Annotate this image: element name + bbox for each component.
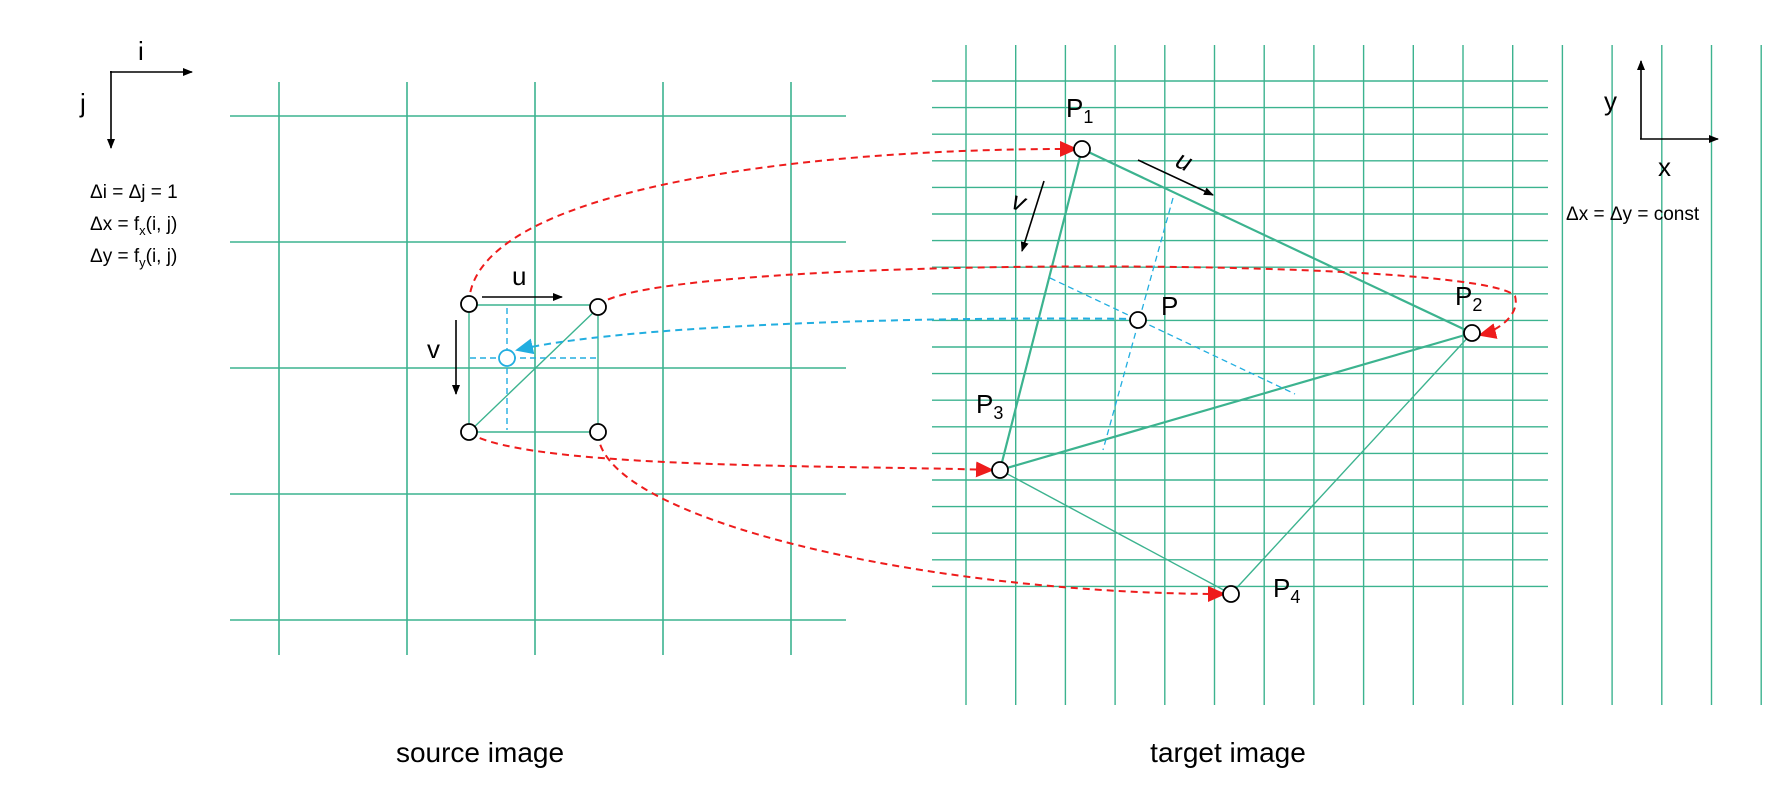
label-p: P — [1161, 291, 1178, 321]
map-arrow-to-p3 — [468, 432, 994, 478]
i-axis-label: i — [138, 36, 144, 66]
target-point-p2 — [1463, 324, 1481, 342]
source-cell-diagonal — [468, 307, 599, 433]
label-p4: P4 — [1273, 573, 1300, 607]
j-axis-label: j — [79, 88, 86, 118]
target-point-p3 — [991, 461, 1009, 479]
edge-p4-p2 — [1230, 332, 1473, 595]
source-u-label: u — [512, 261, 526, 291]
target-point-p1 — [1073, 140, 1091, 158]
equation-delta-ij: Δi = Δj = 1 — [90, 182, 178, 203]
target-point-p — [1129, 311, 1147, 329]
target-point-p4 — [1222, 585, 1240, 603]
map-arrow-to-p2 — [597, 265, 1517, 339]
map-arrow-to-p1 — [468, 140, 1078, 305]
target-grid — [932, 45, 1762, 705]
target-quad: u v — [998, 144, 1473, 595]
target-v-arrow — [1020, 180, 1045, 252]
target-caption: target image — [1150, 737, 1306, 768]
map-arrow-to-p4 — [597, 432, 1226, 602]
label-p1: P1 — [1066, 93, 1093, 127]
target-v-label: v — [1008, 185, 1031, 218]
target-sample-u-line — [1049, 277, 1296, 395]
source-v-label: v — [427, 334, 440, 364]
x-axis-label: x — [1658, 152, 1671, 182]
source-caption: source image — [396, 737, 564, 768]
target-u-arrow — [1137, 159, 1214, 196]
source-point-top-left — [460, 295, 478, 313]
source-grid — [230, 82, 846, 655]
edge-p3-p2 — [999, 331, 1473, 472]
label-p3: P3 — [976, 389, 1003, 423]
edge-p3-p4 — [999, 469, 1232, 595]
equation-delta-x: Δx = fx(i, j) — [90, 214, 177, 238]
source-point-bottom-right — [589, 423, 607, 441]
mapping-arrows — [468, 140, 1517, 602]
equation-delta-y: Δy = fy(i, j) — [90, 246, 177, 270]
source-cell: u v — [427, 261, 599, 433]
label-p2: P2 — [1455, 281, 1482, 315]
source-sample-point — [498, 349, 516, 367]
source-point-bottom-left — [460, 423, 478, 441]
edge-p1-p2 — [1081, 148, 1473, 334]
sample-arrow — [515, 317, 1139, 355]
source-axes-indicator: i j Δi = Δj = 1 Δx = fx(i, j) Δy = fy(i,… — [79, 36, 193, 270]
y-axis-label: y — [1604, 86, 1617, 116]
equation-delta-xy: Δx = Δy = const — [1566, 204, 1700, 225]
edge-p1-p3 — [998, 148, 1084, 471]
target-axes-indicator: y x Δx = Δy = const — [1566, 60, 1719, 225]
source-point-top-right — [589, 298, 607, 316]
